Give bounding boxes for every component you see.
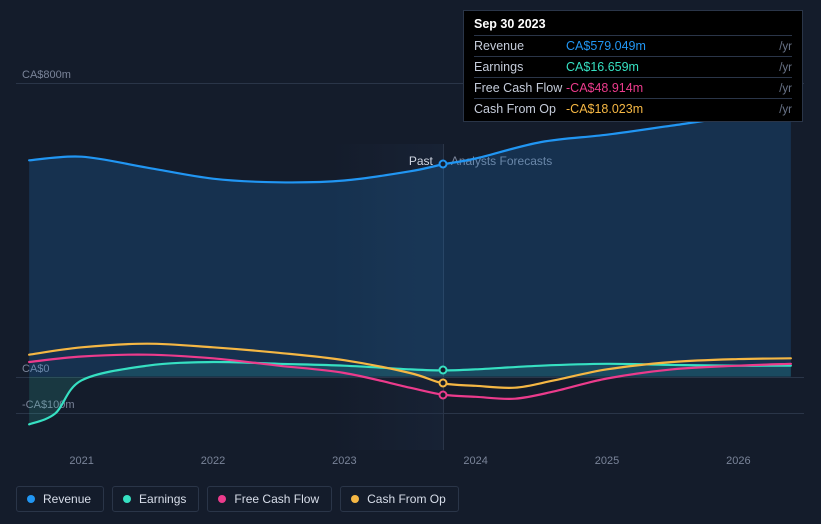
- legend-item-revenue[interactable]: Revenue: [16, 486, 104, 512]
- legend-swatch: [123, 495, 131, 503]
- marker-earnings[interactable]: [438, 366, 447, 375]
- x-axis-label: 2021: [69, 455, 93, 467]
- legend-label: Earnings: [139, 492, 186, 506]
- tooltip-row-value: CA$16.659m: [566, 60, 775, 74]
- legend-label: Free Cash Flow: [234, 492, 319, 506]
- x-axis-label: 2026: [726, 455, 750, 467]
- series-area-revenue: [29, 113, 791, 377]
- legend-swatch: [27, 495, 35, 503]
- marker-cash-from-op[interactable]: [438, 379, 447, 388]
- tooltip-row-label: Free Cash Flow: [474, 81, 566, 95]
- tooltip-row-value: -CA$18.023m: [566, 102, 775, 116]
- tooltip-row-unit: /yr: [775, 62, 792, 74]
- chart-legend: Revenue Earnings Free Cash Flow Cash From O…: [16, 486, 459, 512]
- marker-free-cash-flow[interactable]: [438, 390, 447, 399]
- tooltip-row-unit: /yr: [775, 104, 792, 116]
- tooltip-date: Sep 30 2023: [474, 17, 792, 35]
- tooltip-row-label: Revenue: [474, 39, 566, 53]
- tooltip-row: RevenueCA$579.049m/yr: [474, 35, 792, 56]
- chart-tooltip: Sep 30 2023 RevenueCA$579.049m/yrEarning…: [463, 10, 803, 122]
- legend-label: Cash From Op: [367, 492, 446, 506]
- legend-swatch: [218, 495, 226, 503]
- legend-item-cash-from-op[interactable]: Cash From Op: [340, 486, 459, 512]
- legend-swatch: [351, 495, 359, 503]
- tooltip-row: Cash From Op-CA$18.023m/yr: [474, 98, 792, 119]
- tooltip-row-label: Cash From Op: [474, 102, 566, 116]
- marker-revenue[interactable]: [438, 160, 447, 169]
- x-axis-label: 2022: [201, 455, 225, 467]
- legend-label: Revenue: [43, 492, 91, 506]
- tooltip-row-unit: /yr: [775, 41, 792, 53]
- tooltip-row: EarningsCA$16.659m/yr: [474, 56, 792, 77]
- tooltip-row-value: CA$579.049m: [566, 39, 775, 53]
- x-axis-label: 2023: [332, 455, 356, 467]
- x-axis-label: 2024: [463, 455, 487, 467]
- series-area-earnings: [29, 362, 791, 424]
- tooltip-row-unit: /yr: [775, 83, 792, 95]
- tooltip-row-value: -CA$48.914m: [566, 81, 775, 95]
- legend-item-free-cash-flow[interactable]: Free Cash Flow: [207, 486, 332, 512]
- x-axis-label: 2025: [595, 455, 619, 467]
- tooltip-row-label: Earnings: [474, 60, 566, 74]
- legend-item-earnings[interactable]: Earnings: [112, 486, 199, 512]
- tooltip-row: Free Cash Flow-CA$48.914m/yr: [474, 77, 792, 98]
